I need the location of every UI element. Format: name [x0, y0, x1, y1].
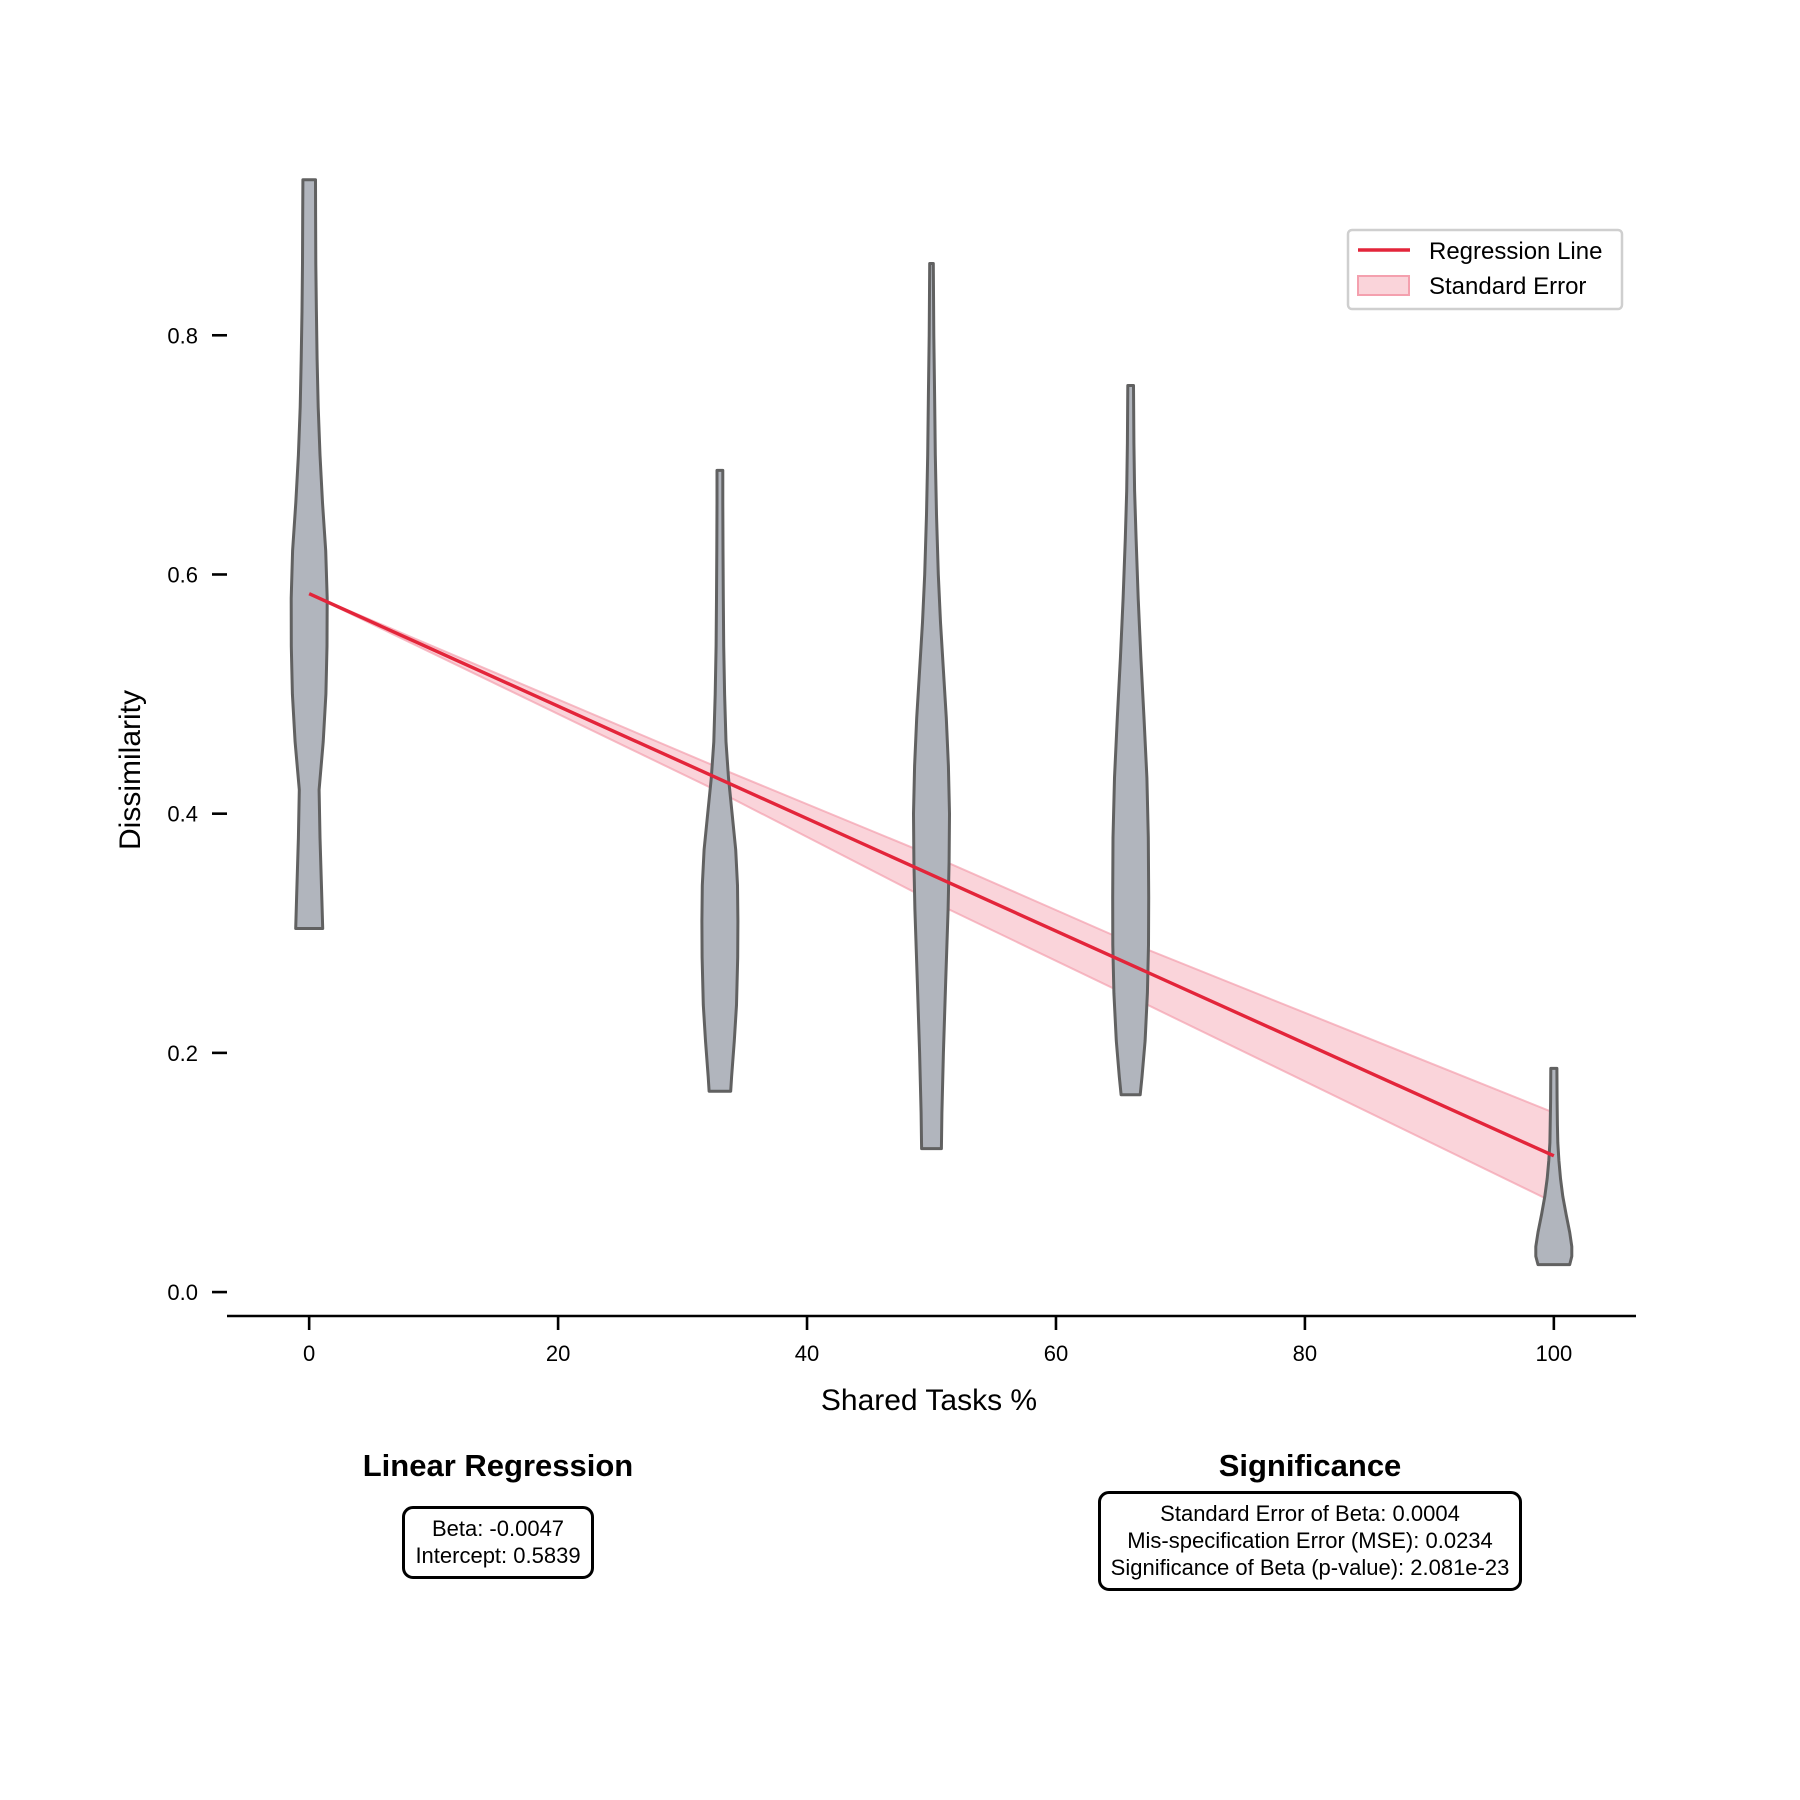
y-axis-label: Dissimilarity	[114, 690, 147, 850]
x-ticks: 0 20 40 60 80 100	[303, 1316, 1572, 1366]
legend-regression-label: Regression Line	[1429, 238, 1602, 265]
significance-box: Standard Error of Beta: 0.0004 Mis-speci…	[1097, 1491, 1523, 1591]
significance-title: Significance	[1218, 1448, 1402, 1483]
violin-50	[912, 262, 951, 1151]
x-axis-label: Shared Tasks %	[821, 1384, 1037, 1417]
regression-line	[308, 592, 1555, 1158]
violin-66	[1111, 384, 1151, 1097]
y-ticks: 0.0 0.2 0.4 0.6 0.8	[167, 323, 227, 1305]
legend-standard-error-label: Standard Error	[1429, 273, 1586, 300]
linear-regression-panel: Linear Regression Beta: -0.0047 Intercep…	[248, 1448, 748, 1579]
legend-standard-error-swatch	[1357, 275, 1410, 296]
x-tick-label-100: 100	[1535, 1341, 1572, 1366]
x-tick-label-80: 80	[1293, 1341, 1317, 1366]
standard-error-band-segment	[930, 854, 1132, 999]
legend: Regression Line Standard Error	[1346, 228, 1624, 311]
y-tick-label-0.6: 0.6	[167, 562, 198, 587]
p-value: Significance of Beta (p-value): 2.081e-2…	[1110, 1555, 1510, 1580]
x-tick-label-20: 20	[546, 1341, 570, 1366]
x-tick-label-60: 60	[1044, 1341, 1068, 1366]
y-tick-label-0.8: 0.8	[167, 323, 198, 348]
standard-error-of-beta: Standard Error of Beta: 0.0004	[1160, 1501, 1460, 1526]
linear-regression-title: Linear Regression	[362, 1448, 634, 1483]
beta-value: Beta: -0.0047	[431, 1516, 565, 1541]
y-tick-label-0.0: 0.0	[167, 1280, 198, 1305]
x-tick-label-40: 40	[795, 1341, 819, 1366]
legend-frame	[1346, 228, 1624, 311]
standard-error-band-segment	[308, 592, 721, 794]
y-tick-label-0.4: 0.4	[167, 802, 198, 827]
intercept-value: Intercept: 0.5839	[415, 1543, 581, 1568]
standard-error-band-segment	[718, 766, 933, 903]
violin-0	[289, 178, 329, 930]
regression-line-layer	[308, 592, 1555, 1158]
y-tick-label-0.2: 0.2	[167, 1041, 198, 1066]
mse-value: Mis-specification Error (MSE): 0.0234	[1127, 1528, 1493, 1553]
standard-error-band-segment	[1129, 941, 1555, 1204]
x-tick-label-0: 0	[303, 1341, 315, 1366]
linear-regression-box: Beta: -0.0047 Intercept: 0.5839	[402, 1506, 594, 1579]
violin-100	[1534, 1066, 1574, 1267]
significance-panel: Significance Standard Error of Beta: 0.0…	[1010, 1448, 1610, 1591]
